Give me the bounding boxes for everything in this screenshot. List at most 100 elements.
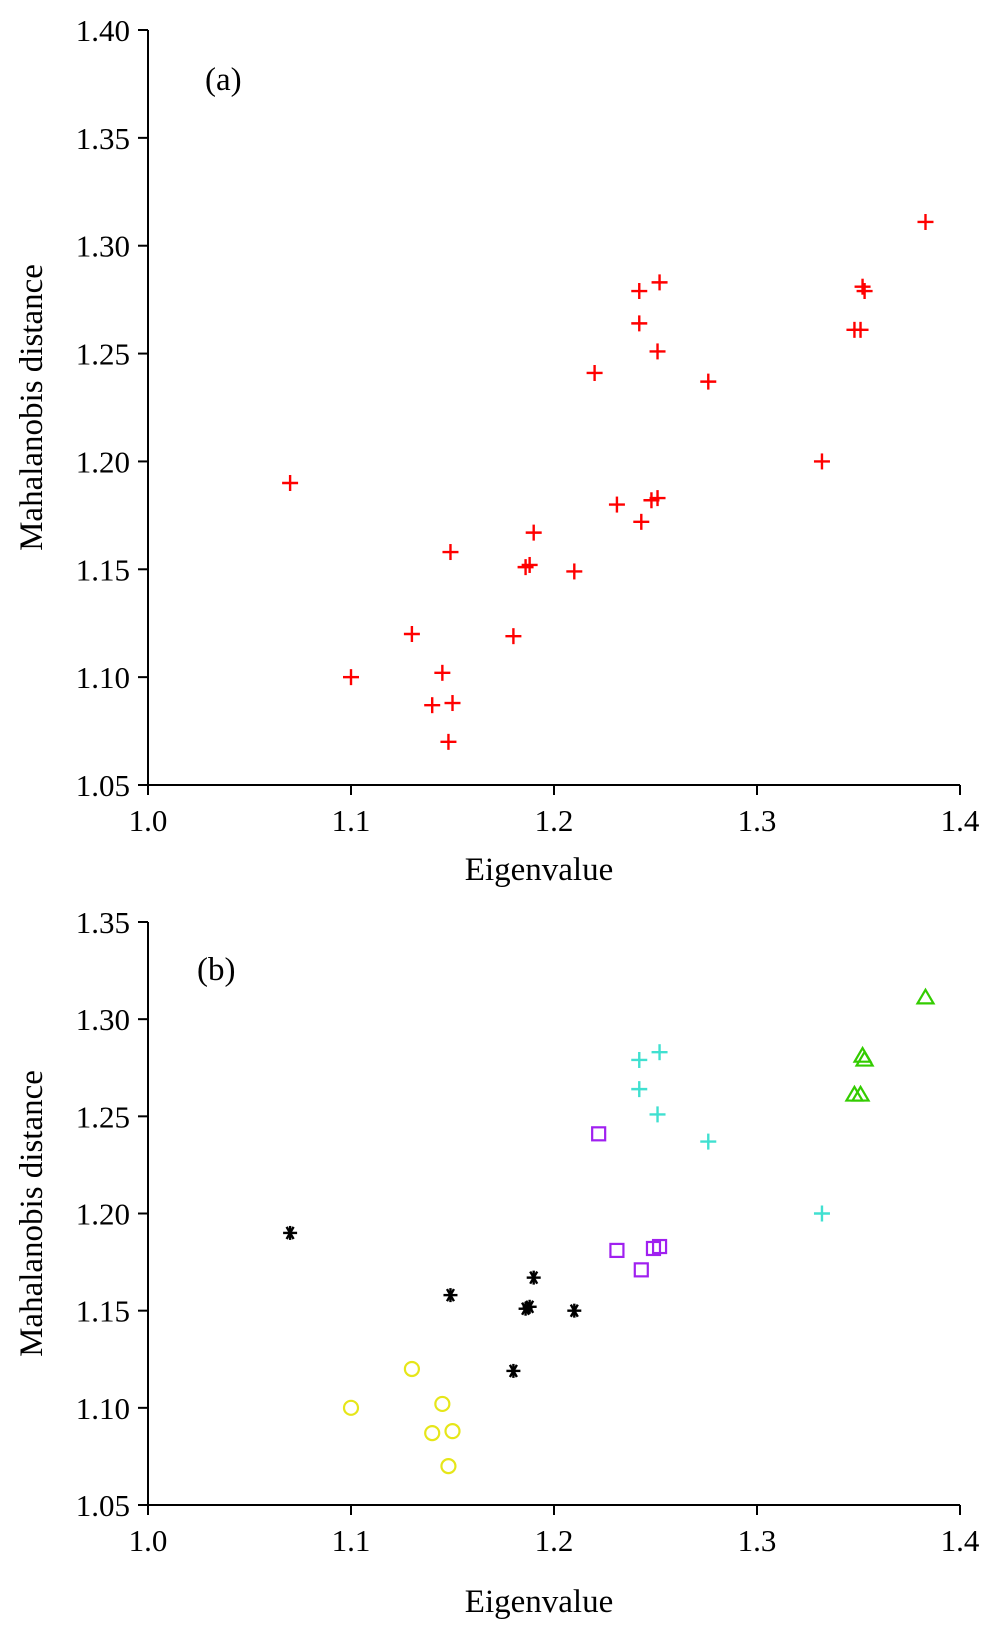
data-point bbox=[444, 695, 461, 712]
series-plus bbox=[282, 213, 934, 750]
data-point bbox=[631, 1081, 648, 1098]
data-point bbox=[521, 556, 538, 573]
square-marker bbox=[651, 1238, 668, 1255]
data-point bbox=[631, 283, 648, 300]
data-point bbox=[649, 343, 666, 360]
data-point bbox=[633, 1262, 649, 1278]
chart-panel-b: 1.05 1.10 1.15 1.20 1.25 1.30 1.35 1.0 1.1 1.2 1.3… bbox=[14, 905, 980, 1620]
data-point bbox=[700, 373, 717, 390]
x-tick-label: 1.1 bbox=[332, 803, 371, 838]
data-point bbox=[442, 544, 459, 561]
data-point bbox=[343, 669, 359, 686]
y-tick-label: 1.30 bbox=[76, 1002, 130, 1037]
series-plus bbox=[631, 1044, 830, 1222]
circle-marker bbox=[403, 1360, 420, 1378]
data-point bbox=[424, 1424, 441, 1442]
data-point bbox=[813, 1205, 830, 1222]
series-star bbox=[283, 1225, 582, 1378]
y-tick-label: 1.10 bbox=[76, 660, 130, 695]
y-tick-label: 1.25 bbox=[76, 1099, 130, 1134]
data-point bbox=[856, 283, 873, 300]
data-point bbox=[566, 563, 583, 580]
series-circle bbox=[342, 1360, 461, 1475]
y-axis-title: Mahalanobis distance bbox=[14, 264, 50, 551]
y-tick-label: 1.15 bbox=[76, 552, 130, 587]
x-axis-title: Eigenvalue bbox=[465, 1584, 613, 1620]
y-tick-label: 1.25 bbox=[76, 337, 130, 372]
y-tick-label: 1.35 bbox=[76, 121, 130, 156]
y-tick-label: 1.30 bbox=[76, 229, 130, 264]
triangle-marker bbox=[854, 1049, 875, 1067]
data-point bbox=[651, 1044, 668, 1061]
data-point bbox=[522, 1299, 537, 1314]
data-point bbox=[631, 1051, 648, 1068]
y-tick-label: 1.10 bbox=[76, 1391, 130, 1426]
circle-marker bbox=[424, 1424, 441, 1442]
data-point bbox=[609, 1242, 625, 1259]
x-tick-label: 1.2 bbox=[535, 803, 574, 838]
data-point bbox=[342, 1399, 360, 1416]
data-point bbox=[517, 559, 534, 576]
series-square bbox=[591, 1126, 668, 1278]
data-point bbox=[852, 321, 869, 338]
data-point bbox=[854, 278, 871, 295]
x-tick-label: 1.0 bbox=[129, 1523, 168, 1558]
data-point bbox=[525, 524, 542, 541]
x-tick-label: 1.4 bbox=[941, 803, 980, 838]
data-point bbox=[403, 1360, 420, 1378]
x-tick-label: 1.0 bbox=[129, 803, 168, 838]
data-point bbox=[651, 274, 668, 291]
data-point bbox=[434, 664, 451, 681]
data-point bbox=[633, 513, 650, 530]
y-tick-label: 1.20 bbox=[76, 444, 130, 479]
data-point bbox=[443, 1288, 458, 1303]
data-point bbox=[917, 213, 934, 230]
data-point bbox=[649, 1106, 666, 1123]
circle-marker bbox=[434, 1395, 451, 1413]
data-point bbox=[651, 1238, 668, 1255]
data-point bbox=[567, 1303, 582, 1318]
data-point bbox=[440, 733, 457, 750]
x-tick-label: 1.3 bbox=[738, 1523, 777, 1558]
x-axis-title: Eigenvalue bbox=[465, 852, 613, 888]
y-tick-label: 1.35 bbox=[76, 905, 130, 940]
x-tick-label: 1.2 bbox=[535, 1523, 574, 1558]
data-point bbox=[526, 1270, 541, 1285]
data-point bbox=[440, 1458, 457, 1475]
panel-label: (b) bbox=[197, 952, 235, 988]
y-tick-label: 1.20 bbox=[76, 1197, 130, 1232]
y-tick-label: 1.05 bbox=[76, 768, 130, 803]
data-point bbox=[608, 496, 625, 513]
y-tick-label: 1.05 bbox=[76, 1488, 130, 1523]
data-point bbox=[915, 987, 936, 1005]
y-tick-label: 1.40 bbox=[76, 13, 130, 48]
data-point bbox=[444, 1423, 461, 1440]
circle-marker bbox=[440, 1458, 457, 1475]
circle-marker bbox=[342, 1399, 360, 1416]
circle-marker bbox=[444, 1423, 461, 1440]
data-point bbox=[649, 490, 666, 507]
triangle-marker bbox=[915, 987, 936, 1005]
x-tick-label: 1.4 bbox=[941, 1523, 980, 1558]
chart-panel-a: 1.05 1.10 1.15 1.20 1.25 1.30 1.35 1.40 1.0 1.1 1.… bbox=[14, 13, 980, 888]
y-axis-title: Mahalanobis distance bbox=[14, 1070, 50, 1357]
panel-label: (a) bbox=[205, 62, 242, 98]
data-point bbox=[403, 626, 420, 642]
data-point bbox=[505, 628, 522, 645]
x-tick-label: 1.1 bbox=[332, 1523, 371, 1558]
data-point bbox=[586, 364, 603, 381]
data-point bbox=[854, 1049, 875, 1067]
data-point bbox=[424, 697, 441, 714]
data-point bbox=[434, 1395, 451, 1413]
square-marker bbox=[633, 1262, 649, 1278]
series-triangle bbox=[844, 987, 936, 1102]
square-marker bbox=[609, 1242, 625, 1259]
triangle-marker bbox=[850, 1084, 871, 1102]
x-tick-label: 1.3 bbox=[738, 803, 777, 838]
data-point bbox=[506, 1363, 521, 1378]
square-marker bbox=[591, 1126, 607, 1142]
data-point bbox=[700, 1133, 717, 1150]
data-point bbox=[813, 453, 830, 470]
